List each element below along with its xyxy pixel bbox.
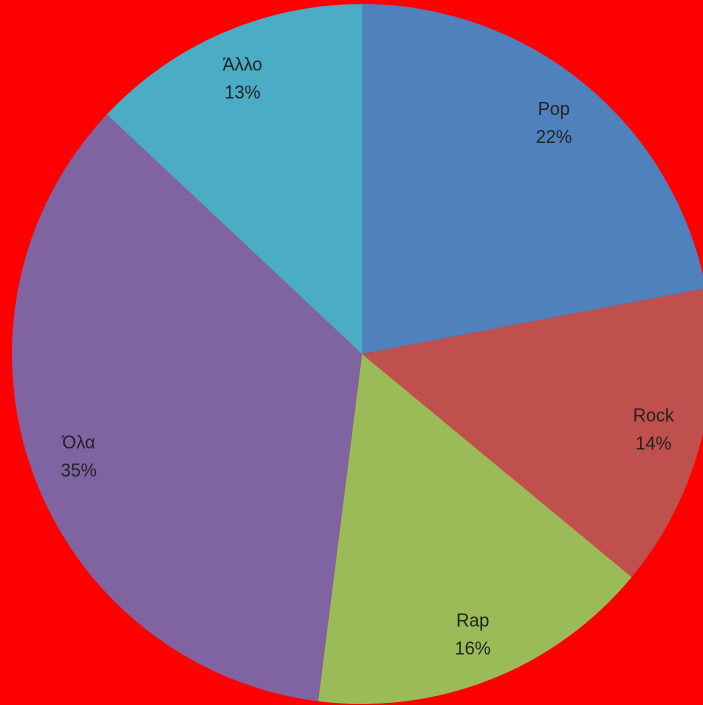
- slice-category-label: Rock: [633, 406, 675, 426]
- slice-category-label: Rap: [456, 611, 489, 631]
- slice-value-label: 22%: [536, 127, 572, 147]
- pie-slice: [106, 4, 362, 354]
- slice-value-label: 14%: [636, 434, 672, 454]
- pie-slice: [318, 354, 632, 704]
- slice-category-label: Pop: [538, 99, 570, 119]
- pie-slice: [362, 4, 703, 354]
- pie-slice: [362, 288, 703, 578]
- pie-slice: [11, 114, 362, 702]
- slice-category-label: Άλλο: [223, 55, 263, 75]
- slice-value-label: 35%: [61, 461, 97, 481]
- slice-value-label: 13%: [224, 83, 260, 103]
- slice-value-label: 16%: [455, 639, 491, 659]
- slice-category-label: Όλα: [61, 433, 95, 453]
